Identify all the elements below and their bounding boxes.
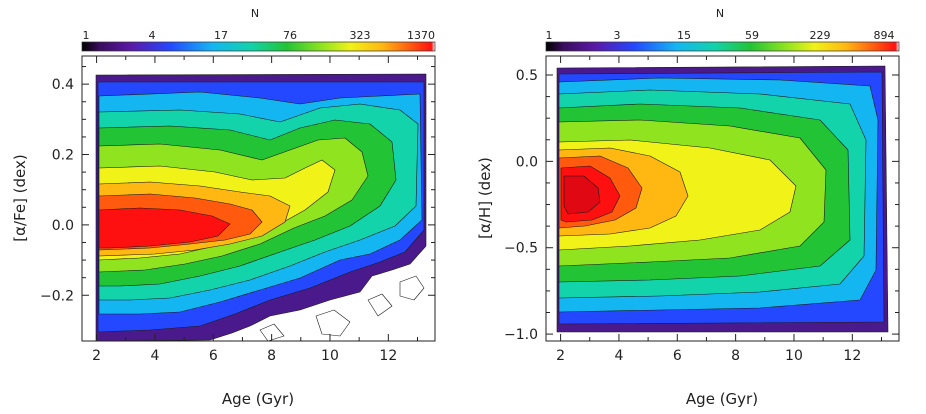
sparse-gap-a-3 [367,293,393,317]
y-axis-title-a: [α/Fe] (dex) [11,154,29,242]
x-tick-label-a-10: 10 [321,348,339,364]
y-tick-label-b-3: 0.5 [516,68,538,84]
x-tick-label-b-8: 8 [731,348,740,364]
sparse-gap-a-1 [399,275,425,301]
colorbar-b [545,41,900,52]
y-tick-label-a-0: −0.2 [40,288,74,304]
y-tick-label-b-0: −1.0 [504,327,538,343]
colorbar-a-tick-1: 1 [83,29,90,42]
colorbar-a-tick-3: 17 [214,29,228,42]
colorbar-b-tick-3: 15 [677,29,691,42]
contour-a-red [98,207,231,249]
y-tick-label-b-2: 0.0 [516,154,538,170]
panel-alpha-fe: N 1 4 17 76 323 1370 2 4 6 8 10 12−0.20.00.20 [11,7,436,408]
x-axis-title-a: Age (Gyr) [222,390,294,408]
plot-frame-b [545,55,900,342]
colorbar-a [81,41,436,52]
colorbar-b-tick-2: 3 [614,29,621,42]
plot-frame-a [81,55,436,342]
colorbar-a-title: N [251,7,259,20]
colorbar-a-tick-4: 76 [283,29,297,42]
colorbar-a-tick-2: 4 [149,29,156,42]
density-map-a [95,73,427,341]
x-tick-label-b-12: 12 [843,348,861,364]
sparse-gap-a-4 [259,323,285,341]
x-tick-label-a-8: 8 [267,348,276,364]
axis-ticks-b: 2 4 6 8 10 12 −1.0 −0.5 0.0 0.5 [504,56,899,364]
x-tick-label-b-4: 4 [614,348,623,364]
colorbar-b-title: N [716,7,724,20]
x-tick-label-b-6: 6 [673,348,682,364]
colorbar-a-tick-5: 323 [350,29,371,42]
y-tick-label-a-3: 0.4 [52,77,74,93]
x-tick-label-b-2: 2 [556,348,565,364]
colorbar-b-tick-4: 59 [745,29,759,42]
y-tick-label-b-1: −0.5 [504,241,538,257]
x-tick-label-a-6: 6 [209,348,218,364]
panel-alpha-h: N 1 3 15 59 229 894 2 4 6 8 10 12 −1.0 −0.5 0.0 0… [476,7,900,408]
colorbar-b-tick-5: 229 [810,29,831,42]
colorbar-b-tick-6: 894 [874,29,895,42]
y-tick-label-a-1: 0.0 [52,218,74,234]
x-tick-label-a-4: 4 [150,348,159,364]
y-axis-title-b: [α/H] (dex) [476,157,494,239]
x-tick-label-b-10: 10 [785,348,803,364]
axis-ticks-a: 2 4 6 8 10 12 −0.2 0.0 0.2 0.4 [40,56,435,364]
sparse-gap-a-2 [315,309,351,337]
y-tick-label-a-2: 0.2 [52,148,74,164]
x-tick-label-a-12: 12 [379,348,397,364]
density-map-b [556,65,889,333]
contour-b-core [563,175,601,215]
colorbar-a-tick-6: 1370 [407,29,435,42]
colorbar-b-tick-1: 1 [546,29,553,42]
x-tick-label-a-2: 2 [92,348,101,364]
x-axis-title-b: Age (Gyr) [686,390,758,408]
